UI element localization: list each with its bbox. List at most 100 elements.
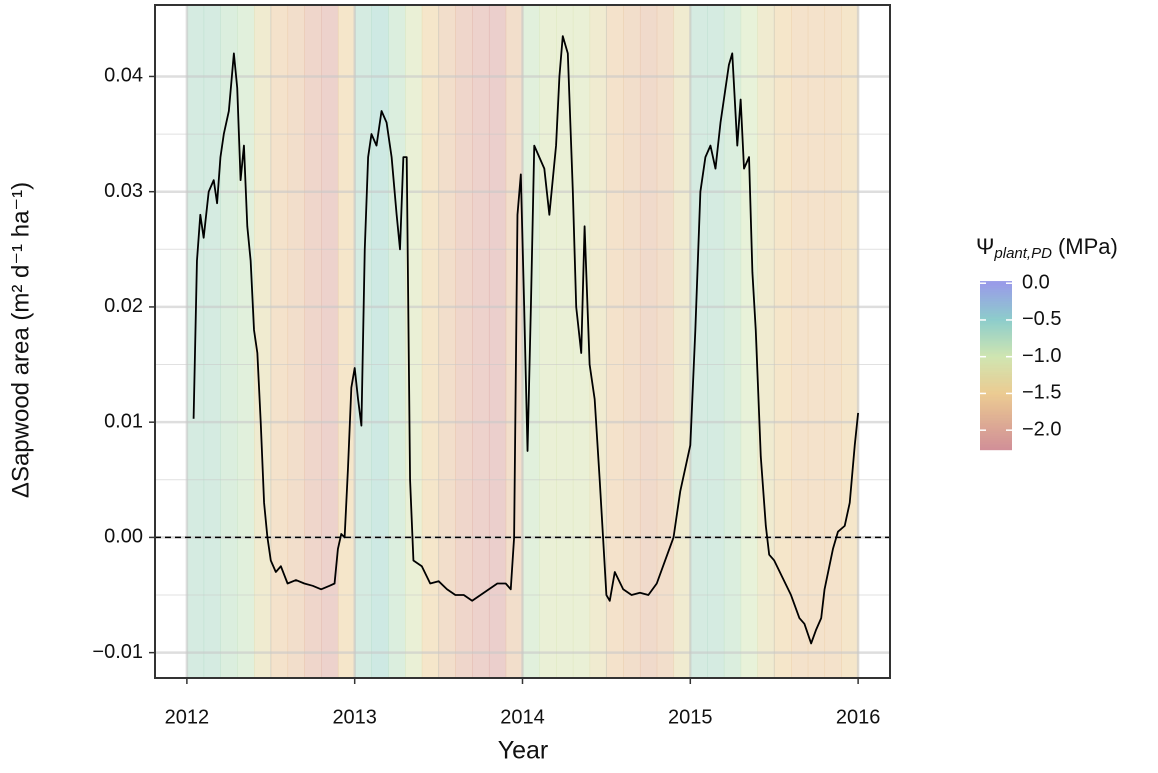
colorbar-slice [980,317,1012,319]
psi-stripe [237,5,255,678]
colorbar-slice [980,390,1012,392]
colorbar-slice [980,429,1012,431]
colorbar-slice [980,296,1012,298]
colorbar-slice [980,424,1012,426]
colorbar-slice [980,282,1012,284]
legend-symbol: Ψ [976,234,994,259]
colorbar-slice [980,400,1012,402]
colorbar-slice [980,310,1012,312]
colorbar-slice [980,444,1012,446]
colorbar-slice [980,358,1012,360]
colorbar-slice [980,387,1012,389]
colorbar-slice [980,345,1012,347]
colorbar-slice [980,337,1012,339]
colorbar-slice [980,316,1012,318]
colorbar-slice [980,355,1012,357]
colorbar-slice [980,437,1012,439]
colorbar-slice [980,383,1012,385]
colorbar-slice [980,403,1012,405]
colorbar-slice [980,426,1012,428]
colorbar-slice [980,325,1012,327]
colorbar-slice [980,330,1012,332]
colorbar-slice [980,440,1012,442]
colorbar-slice [980,369,1012,371]
colorbar-slice [980,283,1012,285]
legend-subscript: plant,PD [993,245,1052,262]
colorbar-slice [980,290,1012,292]
colorbar-slice [980,338,1012,340]
colorbar-slice [980,432,1012,434]
colorbar-slice [980,416,1012,418]
colorbar-slice [980,326,1012,328]
colorbar-slice [980,312,1012,314]
psi-stripe [723,5,742,678]
colorbar-slice [980,376,1012,378]
colorbar-slice [980,314,1012,316]
line [192,35,860,645]
colorbar-slice [980,367,1012,369]
colorbar-slice [980,315,1012,317]
colorbar-slice [980,418,1012,420]
colorbar-slice [980,304,1012,306]
colorbar-slice [980,305,1012,307]
colorbar-slice [980,417,1012,419]
colorbar-slice [980,399,1012,401]
x-tick-label: 2013 [332,706,377,728]
colorbar-slice [980,373,1012,375]
colorbar-slice [980,321,1012,323]
psi-stripe [321,5,339,678]
psi-stripe [421,5,440,678]
legend-unit: (MPa) [1058,234,1118,259]
colorbar-slice [980,357,1012,359]
psi-stripe [690,5,708,678]
colorbar-slice [980,401,1012,403]
colorbar-slice [980,402,1012,404]
colorbar-slice [980,351,1012,353]
colorbar-slice [980,313,1012,315]
colorbar-slice [980,405,1012,407]
colorbar-slice [980,294,1012,296]
colorbar-slice [980,406,1012,408]
colorbar-slice [980,354,1012,356]
colorbar-slice [980,408,1012,410]
colorbar-slice [980,302,1012,304]
colorbar-tick-label: −2.0 [1022,418,1061,440]
y-tick-label: −0.01 [92,641,143,663]
psi-stripe [270,5,289,678]
colorbar-tick-label: −1.0 [1022,345,1061,367]
psi-stripe [488,5,507,678]
colorbar-slice [980,384,1012,386]
colorbar-slice [980,381,1012,383]
colorbar-slice [980,420,1012,422]
colorbar-slice [980,344,1012,346]
colorbar-slice [980,335,1012,337]
colorbar-slice [980,322,1012,324]
psi-stripe [589,5,607,678]
colorbar-slice [980,340,1012,342]
psi-stripe [539,5,557,678]
colorbar-slice [980,327,1012,329]
psi-stripe [841,5,859,678]
colorbar-slice [980,374,1012,376]
colorbar-slice [980,362,1012,364]
colorbar-slice [980,436,1012,438]
colorbar-slice [980,356,1012,358]
colorbar-slice [980,447,1012,449]
psi-stripe [405,5,423,678]
y-tick-label: 0.04 [104,65,143,87]
psi-stripe [623,5,641,678]
colorbar-slice [980,309,1012,311]
colorbar-slice [980,449,1012,451]
colorbar-slice [980,284,1012,286]
psi-stripe [707,5,725,678]
colorbar-slice [980,445,1012,447]
colorbar-slice [980,328,1012,330]
colorbar-slice [980,446,1012,448]
colorbar-slice [980,380,1012,382]
y-axis-title: ΔSapwood area (m² d⁻¹ ha⁻¹) [7,182,34,498]
colorbar-slice [980,291,1012,293]
colorbar-slice [980,431,1012,433]
colorbar-slice [980,334,1012,336]
psi-stripe [472,5,490,678]
colorbar-slice [980,433,1012,435]
